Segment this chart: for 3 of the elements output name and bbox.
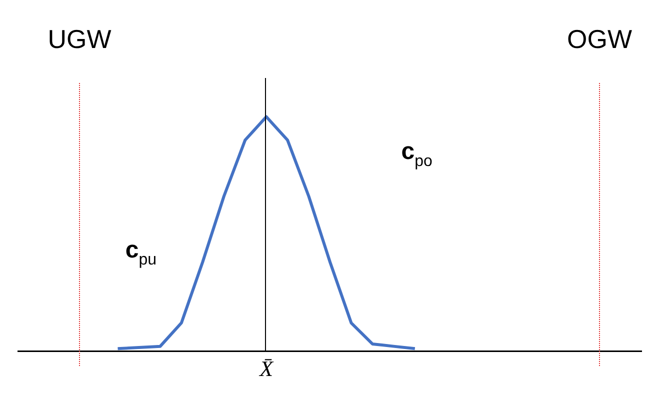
text: OGW bbox=[567, 24, 632, 54]
text: X̄ bbox=[258, 356, 275, 381]
text: UGW bbox=[48, 24, 112, 54]
